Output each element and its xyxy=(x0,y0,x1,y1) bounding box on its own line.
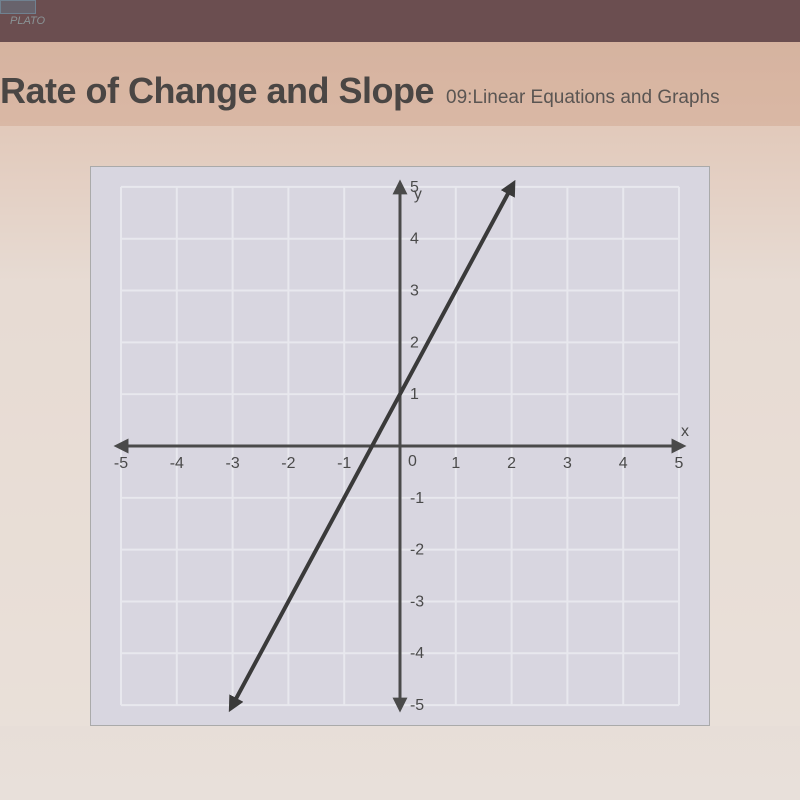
svg-text:-3: -3 xyxy=(226,455,240,472)
svg-text:3: 3 xyxy=(410,283,419,300)
svg-text:-2: -2 xyxy=(410,542,424,559)
graph-container: -5-4-3-2-1012345-5-4-3-2-112345xy xyxy=(0,126,800,726)
svg-text:4: 4 xyxy=(410,231,419,248)
svg-text:2: 2 xyxy=(507,455,516,472)
svg-text:1: 1 xyxy=(410,386,419,403)
svg-text:5: 5 xyxy=(675,455,684,472)
graph-svg: -5-4-3-2-1012345-5-4-3-2-112345xy xyxy=(91,167,709,725)
svg-text:-4: -4 xyxy=(170,455,184,472)
lesson-header: Rate of Change and Slope 09:Linear Equat… xyxy=(0,42,800,126)
svg-text:-1: -1 xyxy=(410,490,424,507)
svg-text:0: 0 xyxy=(408,453,417,470)
svg-text:3: 3 xyxy=(563,455,572,472)
svg-text:-3: -3 xyxy=(410,593,424,610)
svg-text:-2: -2 xyxy=(281,455,295,472)
svg-text:4: 4 xyxy=(619,455,628,472)
lesson-title: Rate of Change and Slope xyxy=(0,70,434,112)
coordinate-graph: -5-4-3-2-1012345-5-4-3-2-112345xy xyxy=(90,166,710,726)
svg-text:-5: -5 xyxy=(114,455,128,472)
svg-text:1: 1 xyxy=(451,455,460,472)
svg-text:-5: -5 xyxy=(410,697,424,714)
svg-text:2: 2 xyxy=(410,334,419,351)
lesson-subtitle: 09:Linear Equations and Graphs xyxy=(446,87,720,109)
browser-top-strip: PLATO xyxy=(0,0,800,42)
svg-text:-4: -4 xyxy=(410,645,424,662)
svg-text:-1: -1 xyxy=(337,455,351,472)
browser-tab-label: PLATO xyxy=(0,12,55,30)
svg-text:y: y xyxy=(414,186,422,203)
svg-text:x: x xyxy=(681,423,689,440)
